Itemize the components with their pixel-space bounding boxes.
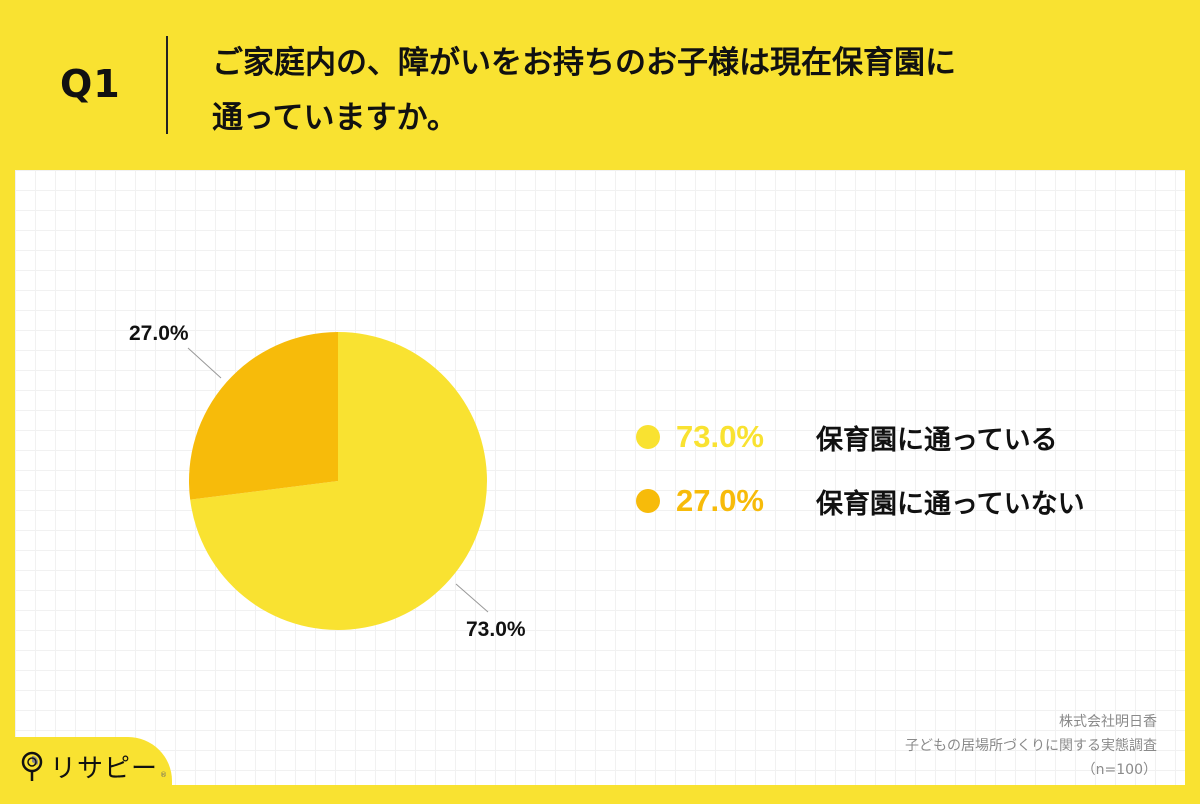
question-title-line-1: ご家庭内の、障がいをお持ちのお子様は現在保育園に [212,45,956,81]
legend-label: 保育園に通っていない [816,488,1085,520]
legend-item-attending: 73.0% 保育園に通っている [636,405,1085,469]
source-company: 株式会社明日香 [1059,714,1157,730]
chart-panel [15,170,1185,785]
source-survey: 子どもの居場所づくりに関する実態調査 [905,738,1157,754]
header: Q1 ご家庭内の、障がいをお持ちのお子様は現在保育園に 通っていますか。 [0,0,1200,170]
logo-tab [0,737,172,800]
source-sample-size: （n=100） [1081,762,1157,778]
registered-mark: ® [160,770,168,779]
legend-label: 保育園に通っている [816,424,1058,456]
brand-name: リサピー [50,754,159,784]
legend-dot-icon [636,425,660,449]
brand-logo: リサピー ® [20,748,167,785]
legend: 73.0% 保育園に通っている 27.0% 保育園に通っていない [636,405,1085,533]
question-title-line-2: 通っていますか。 [212,100,458,136]
legend-item-not-attending: 27.0% 保育園に通っていない [636,469,1085,533]
pin-icon [21,751,43,781]
legend-percent: 27.0% [676,483,764,518]
legend-dot-icon [636,489,660,513]
header-divider [166,36,168,134]
question-number: Q1 [60,62,121,106]
legend-percent: 73.0% [676,419,764,454]
source-note: 株式会社明日香 子どもの居場所づくりに関する実態調査 （n=100） [905,710,1157,782]
question-title: ご家庭内の、障がいをお持ちのお子様は現在保育園に 通っていますか。 [212,36,1112,146]
